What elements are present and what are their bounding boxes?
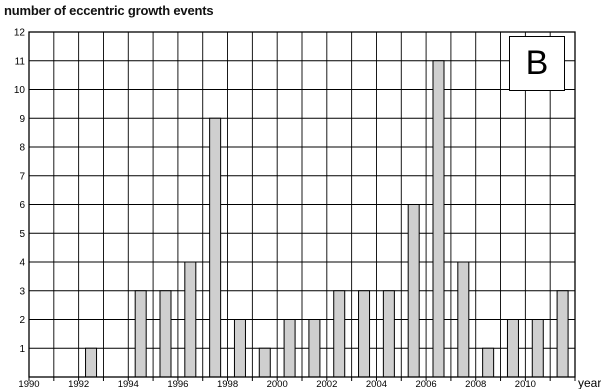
x-tick-label: 2010 — [515, 379, 536, 389]
y-tick-label: 4 — [19, 258, 25, 269]
y-tick-label: 1 — [19, 344, 25, 355]
panel-label: B — [525, 44, 549, 82]
x-tick-label: 2004 — [366, 379, 387, 389]
bar-1999 — [258, 347, 271, 378]
bar-1992 — [85, 347, 98, 378]
panel-label-box: B — [509, 36, 565, 91]
bar-2006 — [432, 60, 445, 378]
bar-2010 — [531, 319, 544, 378]
x-tick-label: 2000 — [267, 379, 288, 389]
y-tick-label: 12 — [14, 28, 26, 39]
y-axis-title: number of eccentric growth events — [4, 3, 214, 18]
y-tick-label: 9 — [19, 114, 25, 125]
bar-1997 — [209, 117, 222, 378]
bar-1996 — [184, 261, 197, 378]
bar-2003 — [358, 290, 371, 378]
bar-2007 — [457, 261, 470, 378]
x-tick-label: 1990 — [18, 379, 39, 389]
bar-1995 — [159, 290, 172, 378]
axes — [28, 31, 576, 381]
bar-2011 — [556, 290, 569, 378]
x-axis-title: years — [578, 376, 601, 389]
y-tick-label: 6 — [19, 200, 25, 211]
bars — [85, 60, 569, 378]
bar-1994 — [134, 290, 147, 378]
x-tick-label: 1996 — [167, 379, 188, 389]
bar-2001 — [308, 319, 321, 378]
y-tick-label: 2 — [19, 315, 25, 326]
y-tick-label: 11 — [15, 56, 26, 67]
x-tick-label: 2006 — [416, 379, 437, 389]
x-tick-label: 2008 — [465, 379, 486, 389]
x-tick-label: 1998 — [217, 379, 238, 389]
x-tick-label: 2002 — [316, 379, 337, 389]
y-tick-label: 8 — [19, 143, 25, 154]
y-tick-label: 7 — [19, 171, 25, 182]
bar-2002 — [333, 290, 346, 378]
bar-2004 — [382, 290, 395, 378]
y-tick-label: 10 — [14, 85, 26, 96]
grid — [29, 31, 575, 377]
bar-2000 — [283, 319, 296, 378]
y-tick-label: 5 — [19, 229, 25, 240]
bar-2008 — [482, 347, 495, 378]
y-tick-label: 3 — [19, 286, 25, 297]
bar-2005 — [407, 204, 420, 378]
x-tick-label: 1992 — [68, 379, 89, 389]
bar-2009 — [506, 319, 519, 378]
x-tick-label: 1994 — [118, 379, 139, 389]
bar-1998 — [233, 319, 246, 378]
